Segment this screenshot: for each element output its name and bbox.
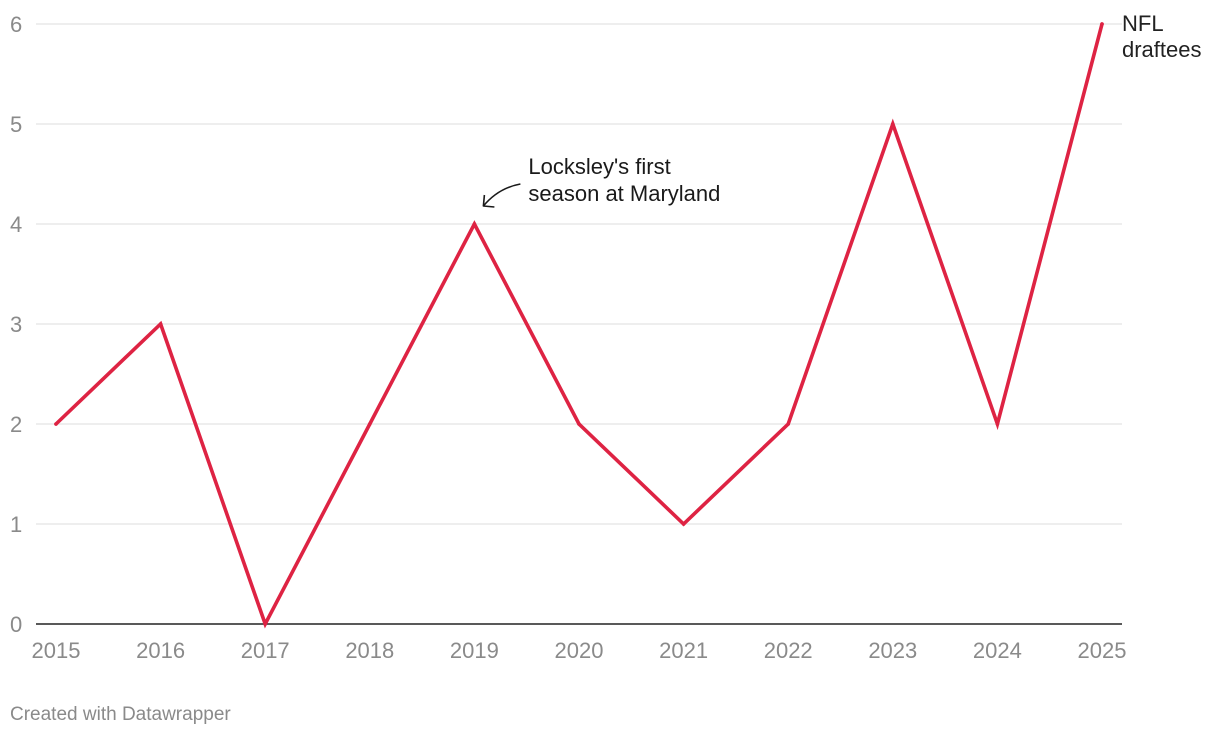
data-point <box>786 422 790 426</box>
y-tick-label: 6 <box>10 12 22 37</box>
annotation-arrow <box>482 183 521 207</box>
data-point <box>472 222 477 226</box>
x-tick-label: 2022 <box>764 638 813 663</box>
x-tick-label: 2021 <box>659 638 708 663</box>
y-tick-label: 3 <box>10 312 22 337</box>
x-tick-label: 2015 <box>32 638 81 663</box>
data-point <box>995 422 1000 426</box>
annotation-arrowhead <box>482 194 495 208</box>
x-tick-label: 2019 <box>450 638 499 663</box>
x-tick-label: 2018 <box>345 638 394 663</box>
annotation-line: Locksley's first <box>528 154 670 179</box>
annotation-line: season at Maryland <box>528 181 720 206</box>
data-point <box>54 422 58 426</box>
series-label-line: NFL <box>1122 11 1164 36</box>
annotation-text: Locksley's first season at Maryland <box>528 154 720 206</box>
data-point <box>1100 22 1104 26</box>
y-tick-label: 5 <box>10 112 22 137</box>
series-label: NFL draftees <box>1122 11 1202 62</box>
y-tick-label: 1 <box>10 512 22 537</box>
x-tick-label: 2020 <box>555 638 604 663</box>
series-label-line: draftees <box>1122 37 1202 62</box>
x-tick-label: 2023 <box>868 638 917 663</box>
data-point <box>577 422 581 426</box>
footer-credit: Created with Datawrapper <box>10 704 231 725</box>
data-point <box>263 622 268 626</box>
x-tick-label: 2016 <box>136 638 185 663</box>
data-point <box>158 322 163 326</box>
data-point <box>891 122 895 126</box>
data-point <box>368 422 372 426</box>
y-tick-label: 4 <box>10 212 22 237</box>
x-tick-label: 2017 <box>241 638 290 663</box>
y-tick-label: 0 <box>10 612 22 637</box>
x-tick-label: 2025 <box>1078 638 1127 663</box>
x-tick-label: 2024 <box>973 638 1022 663</box>
y-tick-label: 2 <box>10 412 22 437</box>
data-point <box>681 522 686 526</box>
